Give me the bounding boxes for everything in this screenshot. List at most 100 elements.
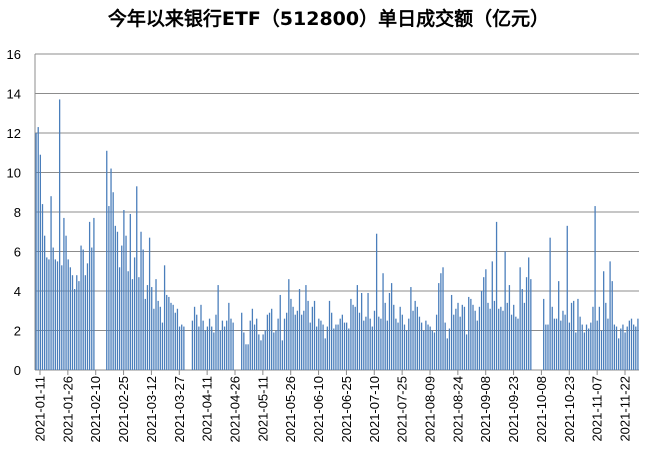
bar <box>525 277 528 370</box>
bar <box>86 263 89 370</box>
bar <box>555 318 558 370</box>
bar <box>472 304 474 370</box>
bar <box>560 320 562 371</box>
bar <box>549 237 551 370</box>
bar <box>198 326 200 370</box>
bar <box>478 306 481 370</box>
bar <box>371 326 373 370</box>
bar <box>136 186 138 370</box>
bar <box>309 322 311 370</box>
bar <box>515 316 517 370</box>
bar <box>176 308 179 370</box>
bar <box>635 326 637 370</box>
bar <box>67 259 69 370</box>
bar <box>200 304 202 370</box>
bar <box>485 269 487 370</box>
bar <box>110 168 112 370</box>
bar <box>476 320 478 371</box>
bar <box>346 322 348 370</box>
bar <box>138 277 140 370</box>
x-tick-label: 2021-07-25 <box>395 376 410 443</box>
bar <box>144 298 146 370</box>
bar <box>352 304 354 370</box>
bar <box>155 279 157 370</box>
bar <box>211 326 213 370</box>
bar <box>403 324 406 370</box>
bar <box>178 326 181 370</box>
bar <box>390 283 393 370</box>
y-tick-label: 16 <box>7 47 21 62</box>
bar <box>264 330 266 370</box>
bar <box>553 318 556 370</box>
bar <box>65 235 67 370</box>
bar <box>219 330 221 370</box>
y-tick-label: 8 <box>14 205 21 220</box>
bar <box>493 300 496 371</box>
x-tick-label: 2021-11-07 <box>590 376 605 442</box>
bar <box>283 318 286 370</box>
x-tick-label: 2021-06-10 <box>311 376 326 443</box>
bar <box>324 338 326 370</box>
bar <box>369 318 371 370</box>
bar <box>170 302 172 370</box>
bar <box>418 316 421 370</box>
x-tick-label: 2021-08-24 <box>450 376 465 443</box>
bar <box>450 294 453 370</box>
bar <box>127 271 129 370</box>
bar <box>637 318 639 370</box>
x-tick-label: 2021-01-11 <box>33 376 48 442</box>
bar <box>230 318 232 370</box>
bar <box>585 324 588 370</box>
bar <box>281 340 284 371</box>
bar <box>506 302 508 370</box>
bar <box>455 308 457 370</box>
bar <box>82 249 84 370</box>
bar <box>547 324 549 370</box>
bar <box>243 332 245 370</box>
bar <box>395 318 397 370</box>
bar <box>495 221 498 371</box>
bar <box>146 285 149 370</box>
bar <box>253 324 256 370</box>
bar <box>335 324 337 370</box>
bar <box>521 289 523 370</box>
bar <box>483 277 485 370</box>
bar <box>341 314 343 370</box>
bar <box>326 326 329 370</box>
chart-title: 今年以来银行ETF（512800）单日成交额（亿元） <box>107 8 550 30</box>
bar <box>358 312 361 370</box>
bar <box>140 231 142 370</box>
bar <box>318 318 320 370</box>
y-tick-label: 14 <box>7 87 21 102</box>
bar <box>258 334 260 370</box>
bar <box>573 300 575 371</box>
bar <box>148 237 151 370</box>
y-tick-label: 10 <box>7 166 21 181</box>
bar <box>566 225 568 370</box>
bar <box>375 233 378 370</box>
bar <box>463 306 466 370</box>
bar <box>487 302 489 370</box>
bar <box>393 304 395 370</box>
bar <box>339 318 341 370</box>
bar <box>35 133 37 370</box>
bar <box>50 196 52 370</box>
bar <box>48 259 50 370</box>
bar <box>457 302 459 370</box>
bar <box>528 257 530 370</box>
bar <box>420 322 423 370</box>
bar <box>183 326 185 370</box>
bar <box>114 225 116 370</box>
bar <box>292 306 294 370</box>
bar <box>363 320 365 371</box>
bar <box>628 320 631 371</box>
x-tick-label: 2021-10-23 <box>562 376 577 443</box>
x-tick-label: 2021-03-12 <box>144 376 159 443</box>
bar <box>294 314 296 370</box>
bar <box>412 310 414 370</box>
bar <box>56 261 59 371</box>
bar <box>163 265 166 370</box>
bar <box>260 340 262 371</box>
bar <box>159 306 161 370</box>
